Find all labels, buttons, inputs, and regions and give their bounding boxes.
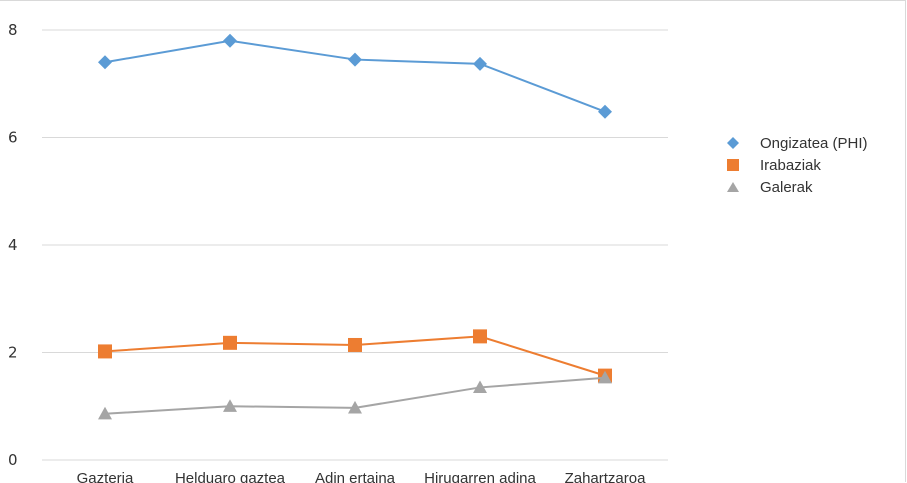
y-tick-label: 8 — [8, 21, 18, 39]
x-tick-label: Adin ertaina — [315, 470, 396, 483]
x-tick-label: Zahartzaroa — [565, 470, 647, 483]
legend-item-ongizatea-phi: Ongizatea (PHI) — [727, 135, 868, 152]
data-point-ongizatea-phi — [473, 56, 487, 71]
legend-marker — [727, 137, 739, 149]
x-tick-label: Gazteria — [77, 470, 134, 483]
data-point-irabaziak — [223, 335, 237, 350]
legend-marker — [727, 159, 739, 171]
x-axis: Gazteria Helduaro gaztea Adin ertaina Hirug… — [77, 470, 646, 483]
series-line-ongizatea-phi — [104, 39, 606, 113]
legend-label: Irabaziak — [760, 157, 821, 174]
data-point-galerak — [223, 399, 237, 412]
y-tick-label: 2 — [8, 344, 18, 362]
x-tick-label: Hirugarren adina — [424, 470, 536, 483]
y-tick-label: 6 — [8, 129, 18, 147]
data-point-galerak — [348, 400, 362, 414]
y-tick-label: 0 — [8, 451, 18, 469]
legend-item-galerak: Galerak — [727, 179, 813, 196]
x-tick-label: Helduaro gaztea — [175, 470, 286, 483]
data-point-irabaziak — [348, 337, 362, 352]
data-point-galerak — [598, 370, 612, 384]
data-point-ongizatea-phi — [98, 55, 112, 70]
y-axis: 0 2 4 6 8 — [8, 21, 18, 469]
legend: Ongizatea (PHI) Irabaziak Galerak — [727, 135, 868, 196]
data-point-ongizatea-phi — [348, 52, 362, 67]
data-point-galerak — [98, 406, 112, 420]
legend-item-irabaziak: Irabaziak — [727, 157, 821, 174]
data-point-irabaziak — [98, 344, 112, 359]
data-point-ongizatea-phi — [598, 104, 612, 119]
legend-label: Ongizatea (PHI) — [760, 135, 868, 152]
y-tick-label: 4 — [8, 236, 18, 254]
legend-label: Galerak — [760, 179, 813, 196]
data-point-ongizatea-phi — [223, 33, 237, 48]
series-layer — [98, 33, 612, 420]
legend-marker — [727, 182, 739, 192]
grid-lines — [42, 29, 668, 461]
data-point-irabaziak — [473, 329, 487, 344]
data-point-galerak — [473, 380, 487, 394]
